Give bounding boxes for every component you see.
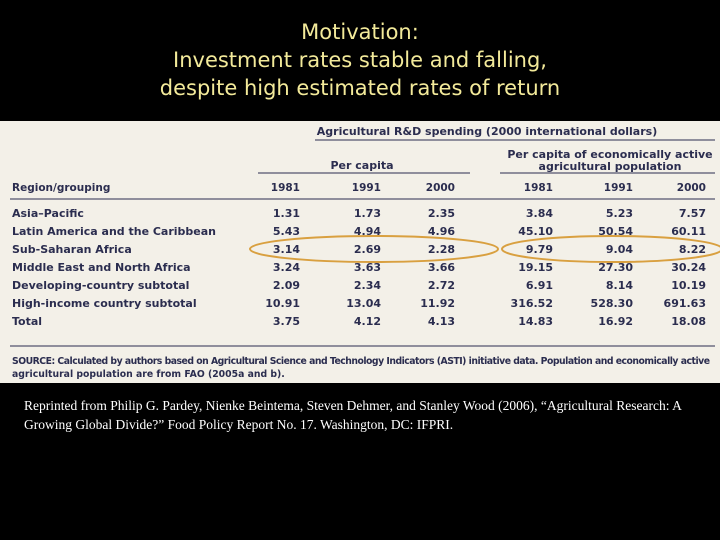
table-cell: 4.12 — [354, 315, 381, 328]
table-cell: 5.23 — [606, 207, 633, 220]
table-cell: 27.30 — [598, 261, 633, 274]
table-cell: 2.35 — [428, 207, 455, 220]
table-cell: 18.08 — [671, 315, 706, 328]
table-cell: 3.24 — [273, 261, 300, 274]
table-cell: 45.10 — [518, 225, 553, 238]
column-header: 1981 — [524, 182, 553, 194]
column-header: Region/grouping — [12, 182, 110, 194]
group-header: agricultural population — [539, 160, 682, 173]
row-label: Total — [12, 315, 42, 328]
table-cell: 4.96 — [428, 225, 455, 238]
table-cell: 3.66 — [428, 261, 455, 274]
table-cell: 11.92 — [420, 297, 455, 310]
table-cell: 9.04 — [606, 243, 633, 256]
source-note: agricultural population are from FAO (20… — [12, 369, 285, 380]
table-cell: 5.43 — [273, 225, 300, 238]
source-note: SOURCE: Calculated by authors based on A… — [12, 356, 710, 367]
row-label: Asia–Pacific — [12, 207, 84, 220]
table-cell: 691.63 — [664, 297, 706, 310]
table-cell: 13.04 — [346, 297, 381, 310]
table-cell: 50.54 — [598, 225, 633, 238]
column-header: 1981 — [271, 182, 300, 194]
table-cell: 10.19 — [671, 279, 706, 292]
table-cell: 3.63 — [354, 261, 381, 274]
table-caption: Agricultural R&D spending (2000 internat… — [317, 125, 657, 138]
table-cell: 4.13 — [428, 315, 455, 328]
table-cell: 8.14 — [606, 279, 633, 292]
row-label: Sub-Saharan Africa — [12, 243, 132, 256]
highlight-ellipse — [501, 235, 720, 263]
table-cell: 2.09 — [273, 279, 300, 292]
group-header: Per capita of economically active — [507, 148, 712, 161]
row-label: Latin America and the Caribbean — [12, 225, 216, 238]
column-header: 1991 — [604, 182, 633, 194]
slide-title: Motivation: Investment rates stable and … — [0, 18, 720, 102]
table-cell: 2.72 — [428, 279, 455, 292]
table-image: Agricultural R&D spending (2000 internat… — [0, 121, 720, 383]
table-cell: 2.69 — [354, 243, 381, 256]
group-header: Per capita — [330, 159, 393, 172]
column-header: 2000 — [677, 182, 706, 194]
table-cell: 3.75 — [273, 315, 300, 328]
table-cell: 19.15 — [518, 261, 553, 274]
table-cell: 10.91 — [265, 297, 300, 310]
title-line: Motivation: — [301, 20, 419, 44]
table-cell: 528.30 — [591, 297, 634, 310]
table-cell: 14.83 — [518, 315, 553, 328]
table-cell: 3.14 — [273, 243, 300, 256]
table-cell: 60.11 — [671, 225, 706, 238]
table-cell: 16.92 — [598, 315, 633, 328]
reference: Reprinted from Philip G. Pardey, Nienke … — [24, 398, 682, 432]
table-cell: 30.24 — [671, 261, 706, 274]
row-label: Developing-country subtotal — [12, 279, 189, 292]
row-label: High-income country subtotal — [12, 297, 197, 310]
column-header: 2000 — [426, 182, 455, 194]
table-cell: 9.79 — [526, 243, 553, 256]
table-cell: 7.57 — [679, 207, 706, 220]
table-cell: 4.94 — [354, 225, 381, 238]
table-cell: 1.73 — [354, 207, 381, 220]
table-cell: 3.84 — [526, 207, 553, 220]
title-line: Investment rates stable and falling, — [173, 48, 547, 72]
table-cell: 2.28 — [428, 243, 455, 256]
table-cell: 6.91 — [526, 279, 553, 292]
title-line: despite high estimated rates of return — [159, 76, 561, 100]
column-header: 1991 — [352, 182, 381, 194]
table-cell: 8.22 — [679, 243, 706, 256]
table-cell: 1.31 — [273, 207, 300, 220]
row-label: Middle East and North Africa — [12, 261, 191, 274]
table-cell: 316.52 — [511, 297, 553, 310]
highlight-ellipse — [249, 235, 499, 263]
table-cell: 2.34 — [354, 279, 381, 292]
table-background — [0, 121, 720, 383]
